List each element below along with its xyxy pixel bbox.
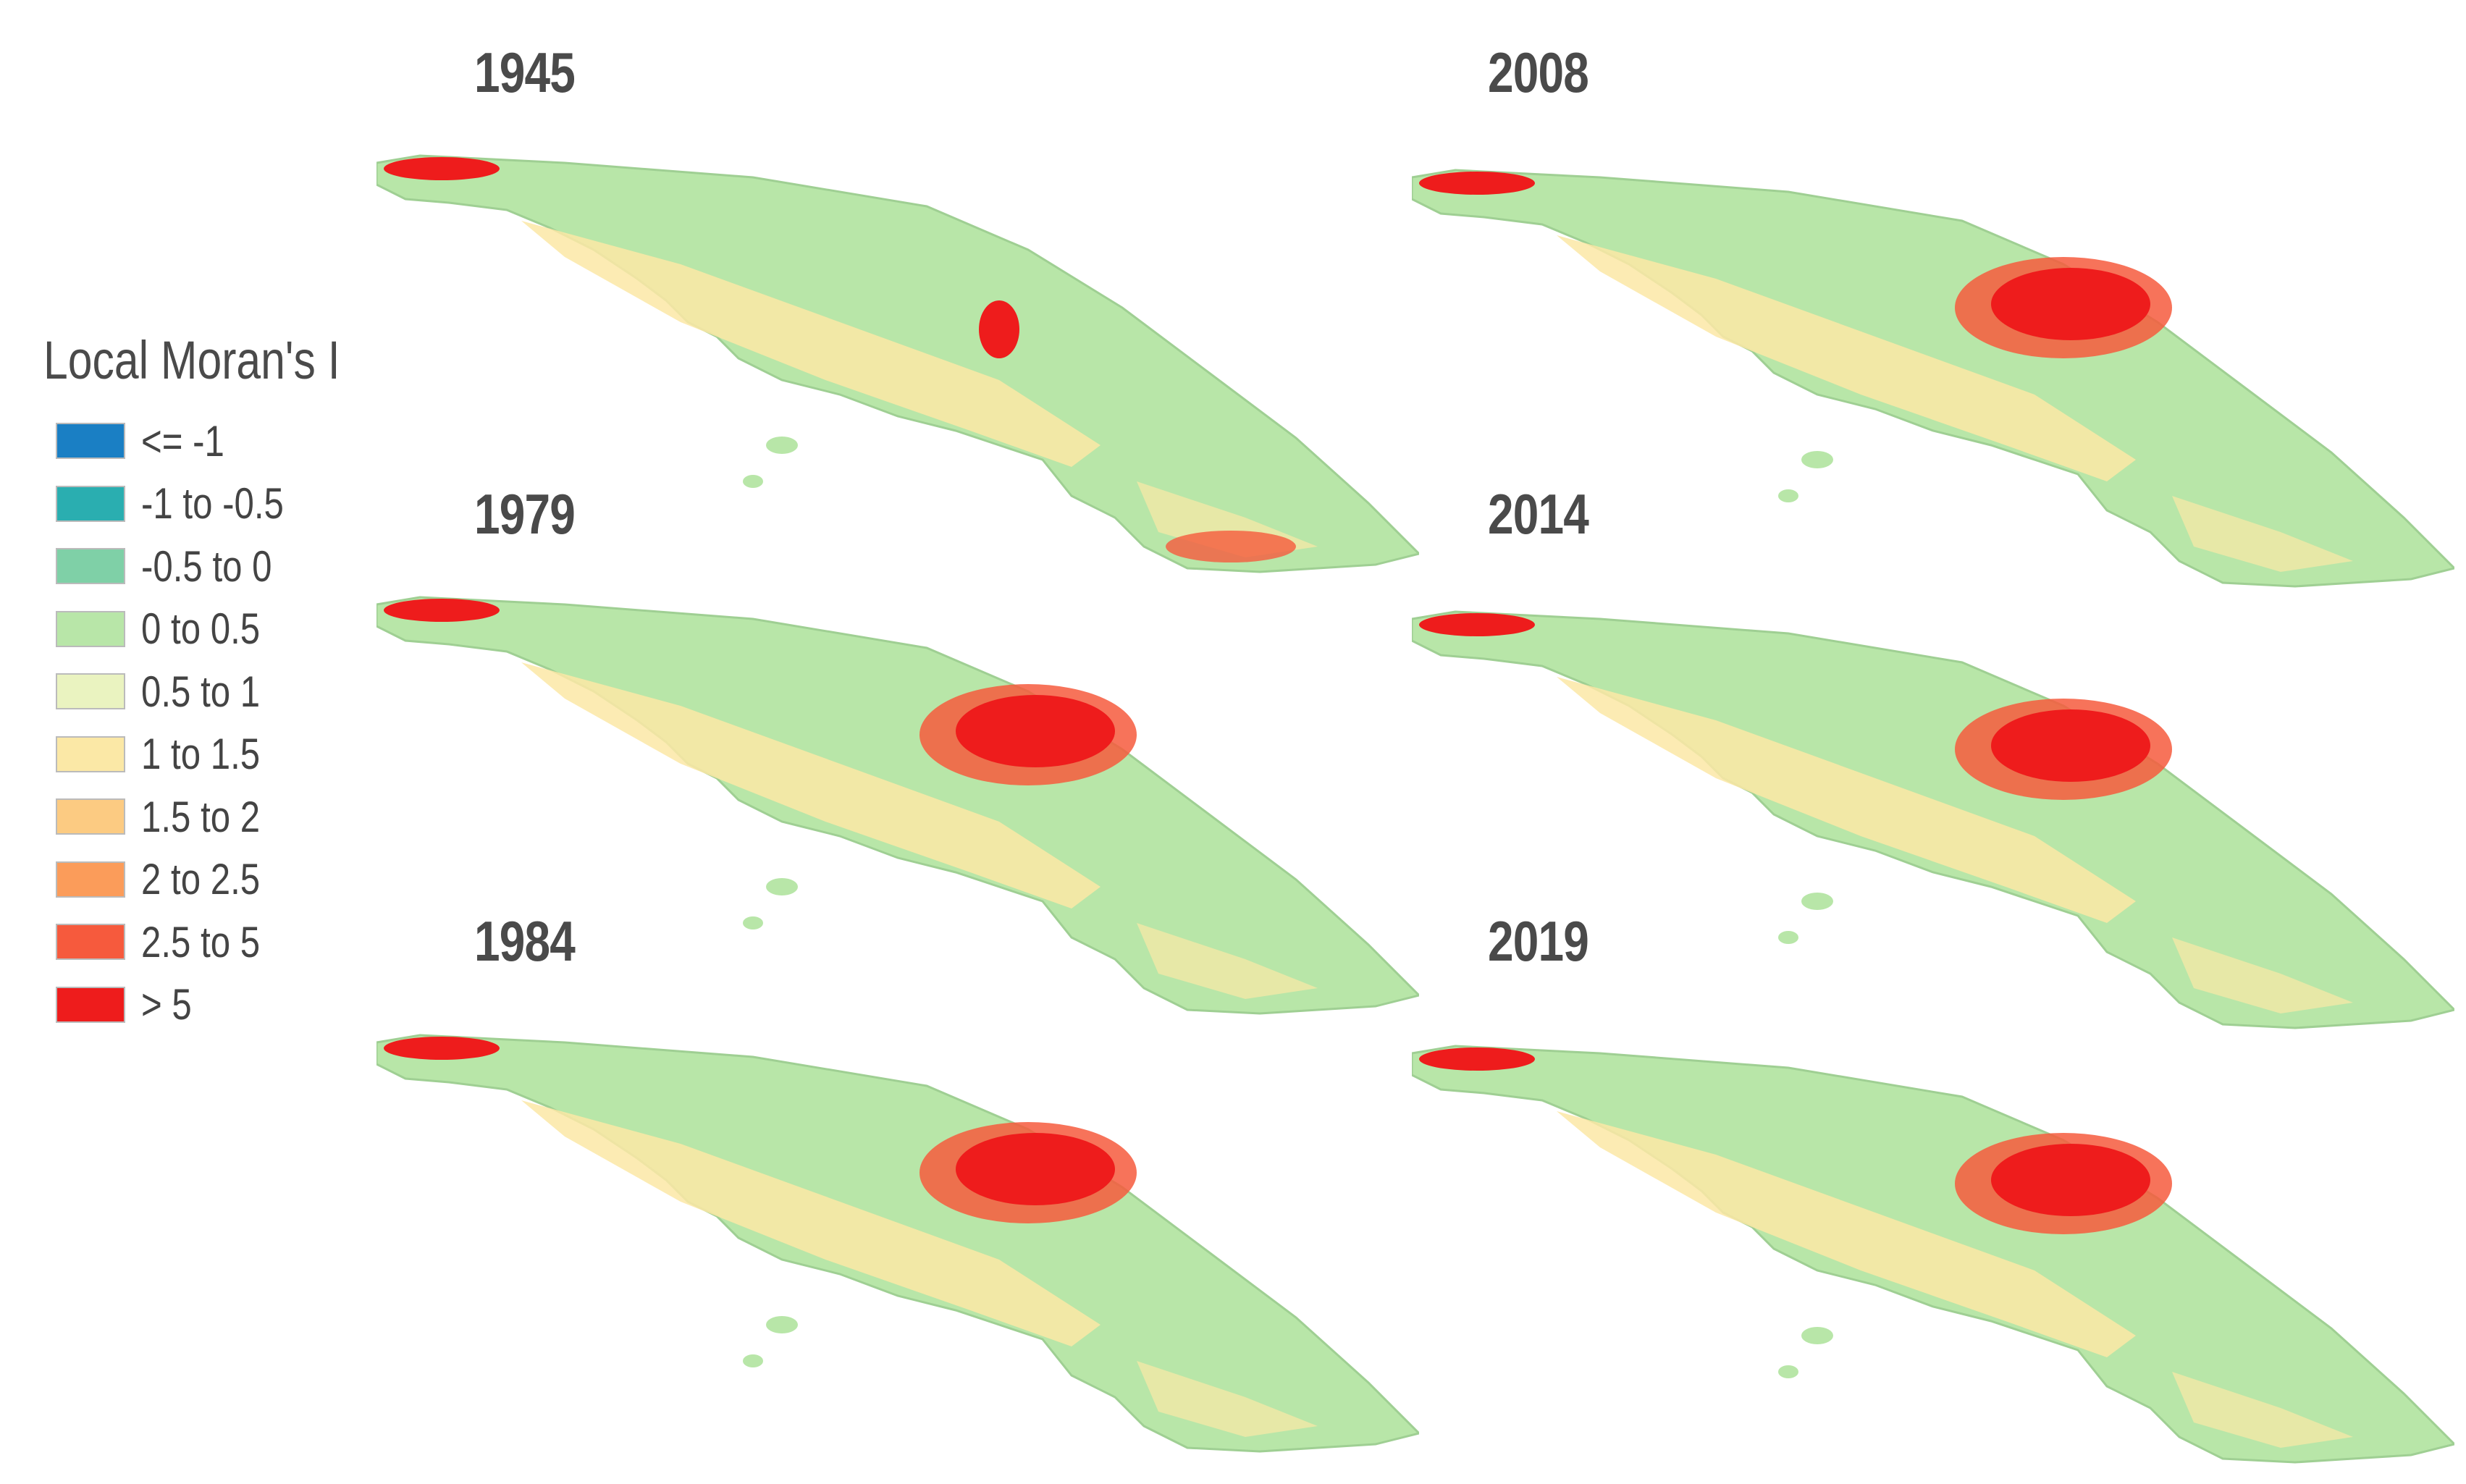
legend-swatch — [56, 610, 125, 647]
map-2014 — [1412, 597, 2454, 1046]
island — [1801, 451, 1833, 468]
year-label-1945: 1945 — [474, 41, 576, 104]
hotspot-main — [1991, 709, 2150, 782]
legend-swatch — [56, 735, 125, 772]
map-2019 — [1412, 1032, 2454, 1480]
legend-label: 0.5 to 1 — [141, 667, 261, 716]
warm-zone — [2172, 937, 2353, 1013]
year-label-2014: 2014 — [1488, 482, 1589, 546]
warm-zone — [521, 221, 1101, 467]
legend-label: -1 to -0.5 — [141, 479, 284, 528]
legend-label: -0.5 to 0 — [141, 541, 272, 591]
island — [1778, 931, 1798, 944]
hotspot-tip — [384, 157, 500, 180]
map-1945 — [376, 141, 1419, 590]
hotspot-tip — [1419, 613, 1535, 636]
legend-swatch — [56, 798, 125, 835]
hotspot-main — [956, 1133, 1115, 1205]
map-2008 — [1412, 156, 2454, 604]
legend-label: 2.5 to 5 — [141, 917, 261, 966]
hotspot-main — [1991, 268, 2150, 340]
island — [766, 1316, 798, 1333]
island — [1801, 1327, 1833, 1344]
year-label-1979: 1979 — [474, 482, 576, 546]
island — [1778, 1365, 1798, 1378]
warm-zone — [1557, 677, 2136, 923]
legend-items: <= -1 -1 to -0.5 -0.5 to 0 0 to 0.5 0.5 to 1… — [43, 410, 376, 1036]
legend-item: 1 to 1.5 — [43, 723, 376, 786]
warm-zone — [2172, 1372, 2353, 1448]
legend-label: 2 to 2.5 — [141, 855, 261, 904]
island — [766, 437, 798, 454]
island — [1801, 893, 1833, 910]
legend-item: 1.5 to 2 — [43, 785, 376, 848]
legend-swatch — [56, 548, 125, 585]
map-svg — [376, 596, 1419, 1015]
map-svg — [376, 1034, 1419, 1453]
legend-swatch — [56, 673, 125, 710]
legend-swatch — [56, 423, 125, 460]
year-label-1984: 1984 — [474, 909, 576, 973]
map-svg — [1412, 610, 2454, 1029]
warm-zone — [1557, 235, 2136, 481]
legend-item: 0 to 0.5 — [43, 598, 376, 661]
hotspot-tip — [1419, 1047, 1535, 1071]
legend-label: 0 to 0.5 — [141, 604, 261, 654]
year-label-2008: 2008 — [1488, 41, 1589, 104]
legend: Local Moran's I <= -1 -1 to -0.5 -0.5 to 0… — [43, 329, 376, 1036]
hotspot-main — [956, 695, 1115, 767]
map-svg — [1412, 1045, 2454, 1464]
hotspot-main — [979, 300, 1019, 358]
island — [1778, 489, 1798, 502]
hotspot-tip — [1419, 172, 1535, 195]
legend-item: -0.5 to 0 — [43, 535, 376, 598]
island — [743, 1354, 763, 1367]
warm-zone — [1557, 1111, 2136, 1357]
legend-swatch — [56, 485, 125, 522]
warm-zone — [2172, 496, 2353, 572]
legend-item: <= -1 — [43, 410, 376, 473]
legend-item: > 5 — [43, 974, 376, 1037]
legend-swatch — [56, 924, 125, 961]
hotspot-tip — [384, 599, 500, 622]
legend-swatch — [56, 861, 125, 898]
legend-label: > 5 — [141, 980, 192, 1029]
warm-zone — [521, 1100, 1101, 1346]
legend-item: 2 to 2.5 — [43, 848, 376, 911]
warm-zone — [1137, 1361, 1318, 1437]
island — [766, 878, 798, 895]
hotspot-south — [1166, 531, 1296, 562]
legend-label: <= -1 — [141, 416, 224, 465]
legend-item: 0.5 to 1 — [43, 660, 376, 723]
map-1979 — [376, 583, 1419, 1032]
year-label-2019: 2019 — [1488, 909, 1589, 973]
island — [743, 475, 763, 488]
map-svg — [376, 154, 1419, 573]
warm-zone — [521, 662, 1101, 908]
hotspot-main — [1991, 1144, 2150, 1216]
map-1984 — [376, 1021, 1419, 1470]
legend-swatch — [56, 986, 125, 1023]
legend-label: 1.5 to 2 — [141, 792, 261, 841]
hotspot-tip — [384, 1037, 500, 1060]
warm-zone — [1137, 923, 1318, 999]
map-svg — [1412, 169, 2454, 588]
legend-item: 2.5 to 5 — [43, 911, 376, 974]
legend-item: -1 to -0.5 — [43, 473, 376, 536]
legend-title: Local Moran's I — [43, 330, 340, 390]
legend-label: 1 to 1.5 — [141, 730, 261, 779]
island — [743, 916, 763, 929]
